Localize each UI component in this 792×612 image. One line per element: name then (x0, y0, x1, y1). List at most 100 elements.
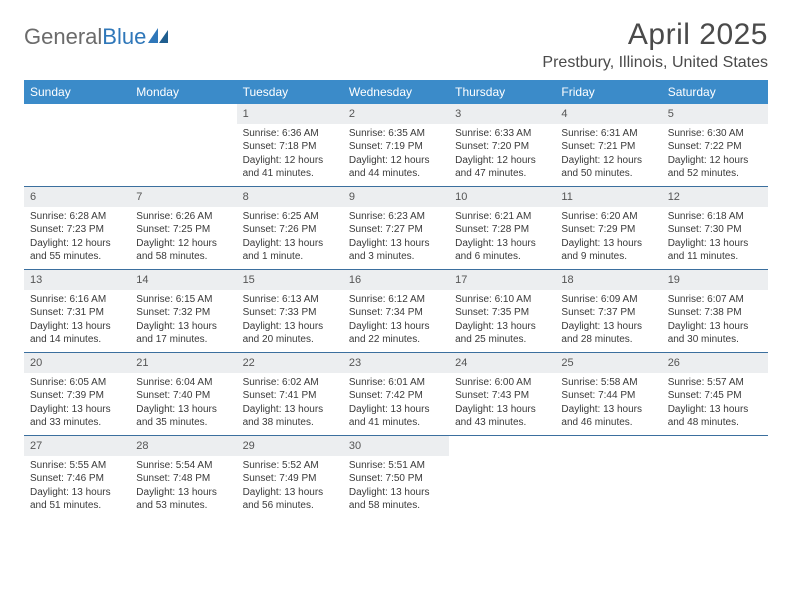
sunset-line: Sunset: 7:25 PM (136, 223, 230, 237)
sunset-line: Sunset: 7:46 PM (30, 472, 124, 486)
weeks-container: 1Sunrise: 6:36 AMSunset: 7:18 PMDaylight… (24, 104, 768, 518)
weekday-header: Friday (555, 80, 661, 104)
daylight-line: Daylight: 13 hours and 43 minutes. (455, 403, 549, 430)
title-block: April 2025 Prestbury, Illinois, United S… (542, 18, 768, 72)
sunrise-line: Sunrise: 6:05 AM (30, 376, 124, 390)
day-number: 19 (662, 270, 768, 290)
daylight-line: Daylight: 13 hours and 35 minutes. (136, 403, 230, 430)
calendar-cell: 30Sunrise: 5:51 AMSunset: 7:50 PMDayligh… (343, 436, 449, 518)
weekday-header: Monday (130, 80, 236, 104)
daylight-line: Daylight: 13 hours and 20 minutes. (243, 320, 337, 347)
sunset-line: Sunset: 7:29 PM (561, 223, 655, 237)
daylight-line: Daylight: 13 hours and 58 minutes. (349, 486, 443, 513)
cell-body: Sunrise: 6:18 AMSunset: 7:30 PMDaylight:… (662, 207, 768, 268)
cell-body: Sunrise: 5:58 AMSunset: 7:44 PMDaylight:… (555, 373, 661, 434)
sunset-line: Sunset: 7:30 PM (668, 223, 762, 237)
calendar-cell: 27Sunrise: 5:55 AMSunset: 7:46 PMDayligh… (24, 436, 130, 518)
calendar-cell: 7Sunrise: 6:26 AMSunset: 7:25 PMDaylight… (130, 187, 236, 269)
cell-body: Sunrise: 5:51 AMSunset: 7:50 PMDaylight:… (343, 456, 449, 517)
daylight-line: Daylight: 13 hours and 38 minutes. (243, 403, 337, 430)
brand-part2: Blue (102, 24, 146, 50)
calendar-cell: 22Sunrise: 6:02 AMSunset: 7:41 PMDayligh… (237, 353, 343, 435)
calendar-page: GeneralBlue April 2025 Prestbury, Illino… (0, 0, 792, 542)
cell-body: Sunrise: 6:31 AMSunset: 7:21 PMDaylight:… (555, 124, 661, 185)
sunrise-line: Sunrise: 6:01 AM (349, 376, 443, 390)
sunset-line: Sunset: 7:42 PM (349, 389, 443, 403)
week-row: 13Sunrise: 6:16 AMSunset: 7:31 PMDayligh… (24, 270, 768, 353)
cell-body: Sunrise: 6:35 AMSunset: 7:19 PMDaylight:… (343, 124, 449, 185)
header: GeneralBlue April 2025 Prestbury, Illino… (24, 18, 768, 72)
brand-logo: GeneralBlue (24, 18, 170, 50)
sunset-line: Sunset: 7:35 PM (455, 306, 549, 320)
day-number: 7 (130, 187, 236, 207)
sunset-line: Sunset: 7:33 PM (243, 306, 337, 320)
daylight-line: Daylight: 13 hours and 6 minutes. (455, 237, 549, 264)
month-title: April 2025 (542, 18, 768, 52)
daylight-line: Daylight: 12 hours and 47 minutes. (455, 154, 549, 181)
day-number: 24 (449, 353, 555, 373)
calendar-cell: 20Sunrise: 6:05 AMSunset: 7:39 PMDayligh… (24, 353, 130, 435)
day-number: 16 (343, 270, 449, 290)
daylight-line: Daylight: 13 hours and 1 minute. (243, 237, 337, 264)
day-number: 8 (237, 187, 343, 207)
sunset-line: Sunset: 7:48 PM (136, 472, 230, 486)
daylight-line: Daylight: 13 hours and 28 minutes. (561, 320, 655, 347)
day-number: 12 (662, 187, 768, 207)
cell-body: Sunrise: 6:25 AMSunset: 7:26 PMDaylight:… (237, 207, 343, 268)
daylight-line: Daylight: 13 hours and 30 minutes. (668, 320, 762, 347)
sunrise-line: Sunrise: 5:54 AM (136, 459, 230, 473)
sunset-line: Sunset: 7:45 PM (668, 389, 762, 403)
calendar-grid: SundayMondayTuesdayWednesdayThursdayFrid… (24, 80, 768, 518)
cell-body: Sunrise: 6:33 AMSunset: 7:20 PMDaylight:… (449, 124, 555, 185)
sunrise-line: Sunrise: 6:35 AM (349, 127, 443, 141)
sunset-line: Sunset: 7:41 PM (243, 389, 337, 403)
calendar-cell: 15Sunrise: 6:13 AMSunset: 7:33 PMDayligh… (237, 270, 343, 352)
sunset-line: Sunset: 7:38 PM (668, 306, 762, 320)
day-number: 23 (343, 353, 449, 373)
day-number: 27 (24, 436, 130, 456)
sunrise-line: Sunrise: 5:55 AM (30, 459, 124, 473)
sunset-line: Sunset: 7:18 PM (243, 140, 337, 154)
calendar-cell: 5Sunrise: 6:30 AMSunset: 7:22 PMDaylight… (662, 104, 768, 186)
daylight-line: Daylight: 12 hours and 44 minutes. (349, 154, 443, 181)
day-number: 26 (662, 353, 768, 373)
day-number: 28 (130, 436, 236, 456)
calendar-cell: 26Sunrise: 5:57 AMSunset: 7:45 PMDayligh… (662, 353, 768, 435)
calendar-cell: 3Sunrise: 6:33 AMSunset: 7:20 PMDaylight… (449, 104, 555, 186)
cell-body: Sunrise: 6:05 AMSunset: 7:39 PMDaylight:… (24, 373, 130, 434)
day-number: 2 (343, 104, 449, 124)
day-number: 10 (449, 187, 555, 207)
sunset-line: Sunset: 7:26 PM (243, 223, 337, 237)
calendar-cell: 13Sunrise: 6:16 AMSunset: 7:31 PMDayligh… (24, 270, 130, 352)
calendar-cell: 28Sunrise: 5:54 AMSunset: 7:48 PMDayligh… (130, 436, 236, 518)
daylight-line: Daylight: 13 hours and 17 minutes. (136, 320, 230, 347)
calendar-cell: 11Sunrise: 6:20 AMSunset: 7:29 PMDayligh… (555, 187, 661, 269)
calendar-cell: 19Sunrise: 6:07 AMSunset: 7:38 PMDayligh… (662, 270, 768, 352)
calendar-cell-empty (662, 436, 768, 518)
weekday-header: Tuesday (237, 80, 343, 104)
sunset-line: Sunset: 7:19 PM (349, 140, 443, 154)
sunset-line: Sunset: 7:49 PM (243, 472, 337, 486)
sunrise-line: Sunrise: 6:16 AM (30, 293, 124, 307)
week-row: 1Sunrise: 6:36 AMSunset: 7:18 PMDaylight… (24, 104, 768, 187)
day-number: 6 (24, 187, 130, 207)
daylight-line: Daylight: 12 hours and 55 minutes. (30, 237, 124, 264)
calendar-cell: 9Sunrise: 6:23 AMSunset: 7:27 PMDaylight… (343, 187, 449, 269)
sunset-line: Sunset: 7:37 PM (561, 306, 655, 320)
cell-body: Sunrise: 6:12 AMSunset: 7:34 PMDaylight:… (343, 290, 449, 351)
sunrise-line: Sunrise: 6:23 AM (349, 210, 443, 224)
cell-body: Sunrise: 6:28 AMSunset: 7:23 PMDaylight:… (24, 207, 130, 268)
daylight-line: Daylight: 13 hours and 11 minutes. (668, 237, 762, 264)
sunset-line: Sunset: 7:40 PM (136, 389, 230, 403)
day-number: 5 (662, 104, 768, 124)
day-number: 29 (237, 436, 343, 456)
day-number: 9 (343, 187, 449, 207)
calendar-cell: 8Sunrise: 6:25 AMSunset: 7:26 PMDaylight… (237, 187, 343, 269)
sunrise-line: Sunrise: 6:21 AM (455, 210, 549, 224)
sunset-line: Sunset: 7:27 PM (349, 223, 443, 237)
sunset-line: Sunset: 7:32 PM (136, 306, 230, 320)
sunset-line: Sunset: 7:43 PM (455, 389, 549, 403)
calendar-cell: 24Sunrise: 6:00 AMSunset: 7:43 PMDayligh… (449, 353, 555, 435)
daylight-line: Daylight: 13 hours and 3 minutes. (349, 237, 443, 264)
cell-body: Sunrise: 6:23 AMSunset: 7:27 PMDaylight:… (343, 207, 449, 268)
